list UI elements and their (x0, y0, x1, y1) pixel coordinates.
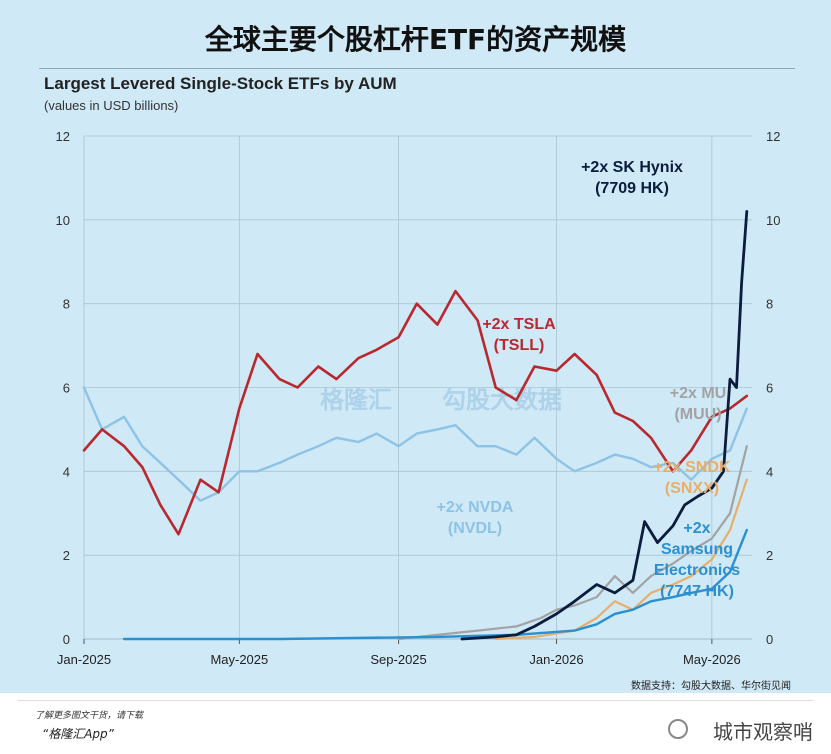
series-line-samsung (122, 528, 748, 641)
series-label-tsla-1: (TSLL) (494, 337, 545, 354)
series-label-sndk-0: +2x SNDK (654, 459, 731, 476)
series-label-mu-0: +2x MU (670, 385, 726, 402)
x-tick-label-0: Jan-2025 (57, 652, 111, 667)
y-tick-left-8: 8 (63, 297, 70, 312)
series-label-nvda-1: (NVDL) (448, 520, 502, 537)
gridlines (83, 135, 752, 644)
series-label-sndk-1: (SNXX) (665, 480, 719, 497)
source-note: 数据支持：勾股大数据、华尔街见闻 (631, 681, 791, 692)
y-tick-right-12: 12 (766, 129, 780, 144)
x-tick-label-3: Jan-2026 (529, 652, 583, 667)
series-line-hynix (460, 209, 749, 641)
chart-subtitle: (values in USD billions) (44, 98, 179, 113)
series-label-tsla-0: +2x TSLA (482, 316, 556, 333)
series-line-sndk (494, 478, 748, 641)
series-label-samsung-0: +2x (683, 520, 710, 537)
axis-labels: 0 0 2 2 4 4 6 6 8 8 10 10 12 12 Jan-2025 May-2025 Sep-20… (56, 129, 781, 667)
y-tick-left-12: 12 (56, 129, 70, 144)
series-label-samsung-2: Electronics (654, 562, 740, 579)
y-tick-right-6: 6 (766, 381, 773, 396)
y-tick-left-6: 6 (63, 381, 70, 396)
footer-line1: 了解更多图文干货，请下载 (35, 711, 144, 721)
series-line-nvda (82, 386, 748, 502)
ghost-watermark-left: 格隆汇 (320, 386, 392, 414)
y-tick-right-4: 4 (766, 464, 773, 479)
series-label-samsung-1: Samsung (661, 541, 733, 558)
x-tick-label-2: Sep-2025 (370, 652, 426, 667)
y-tick-right-10: 10 (766, 213, 780, 228)
series-label-hynix-0: +2x SK Hynix (581, 159, 683, 176)
watermark-text: 城市观察哨 (713, 720, 813, 744)
footer-bar (0, 693, 831, 754)
watermark-icon (668, 719, 688, 739)
footer-divider (18, 700, 813, 701)
x-tick-label-4: May-2026 (683, 652, 741, 667)
chart-title: Largest Levered Single-Stock ETFs by AUM (44, 74, 397, 93)
headline: 全球主要个股杠杆ETF的资产规模 (204, 23, 627, 56)
chart-top-rule (39, 68, 795, 69)
x-tick-label-1: May-2025 (210, 652, 268, 667)
y-tick-left-0: 0 (63, 632, 70, 647)
y-tick-right-8: 8 (766, 297, 773, 312)
y-tick-right-0: 0 (766, 632, 773, 647)
series-line-tsla (82, 289, 749, 536)
series-label-mu-1: (MUU) (674, 406, 721, 423)
series-label-samsung-3: (7747 HK) (660, 583, 734, 600)
series-labels: +2x TSLA (TSLL) +2x NVDA (NVDL) +2x SK Hynix… (437, 159, 741, 600)
y-tick-left-2: 2 (63, 548, 70, 563)
y-tick-left-4: 4 (63, 464, 70, 479)
footer-line2: “格隆汇App” (42, 727, 114, 741)
series-label-hynix-1: (7709 HK) (595, 180, 669, 197)
series-lines (82, 209, 749, 641)
series-label-nvda-0: +2x NVDA (437, 499, 514, 516)
y-tick-left-10: 10 (56, 213, 70, 228)
y-tick-right-2: 2 (766, 548, 773, 563)
series-line-mu (397, 445, 748, 641)
